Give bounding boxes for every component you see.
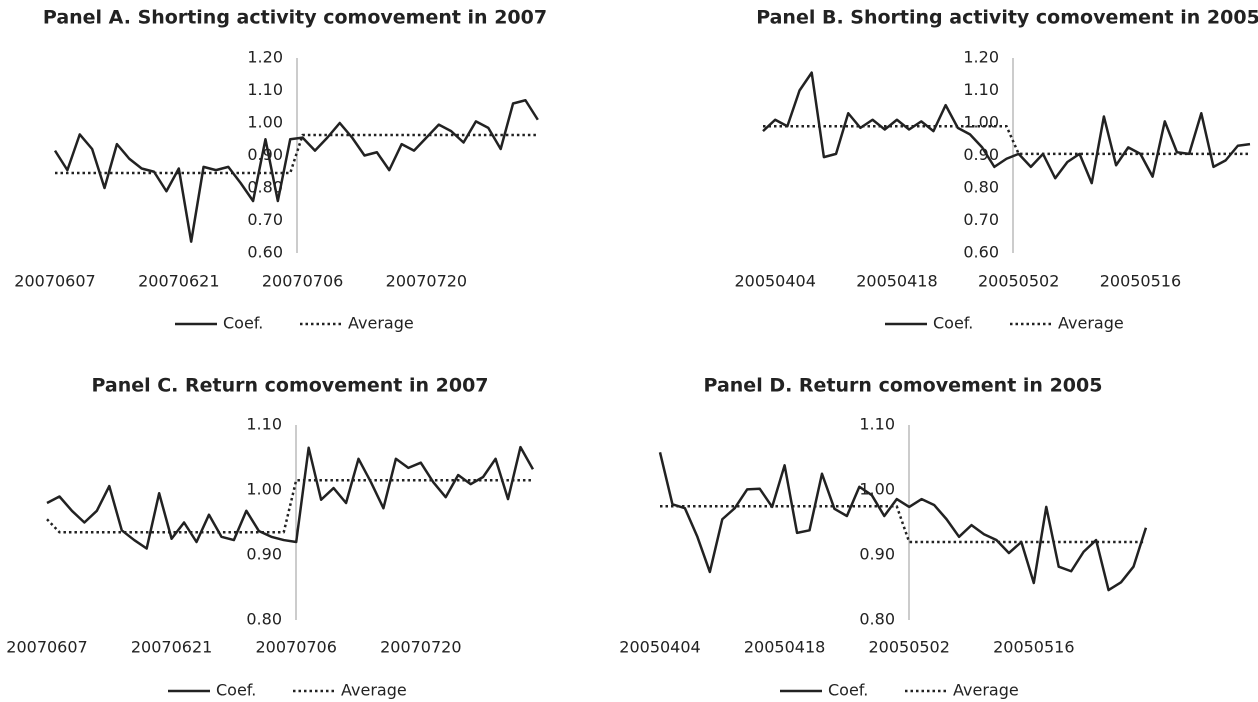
x-tick-label: 20070607 <box>14 272 95 291</box>
y-tick-label: 0.80 <box>246 610 282 629</box>
y-tick-label: 1.20 <box>963 48 999 67</box>
x-tick-label: 20070621 <box>131 638 212 657</box>
x-tick-label: 20050502 <box>868 638 949 657</box>
x-tick-label: 20050418 <box>856 272 937 291</box>
legend-label: Average <box>341 681 407 700</box>
x-tick-label: 20070706 <box>255 638 336 657</box>
series-line <box>658 452 1148 592</box>
chart-title: Panel A. Shorting activity comovement in… <box>43 7 547 29</box>
x-tick-label: 20070706 <box>262 272 343 291</box>
x-tick-label: 20070621 <box>138 272 219 291</box>
series-line <box>46 445 535 550</box>
legend-label: Average <box>348 314 414 333</box>
x-tick-label: 20070607 <box>6 638 87 657</box>
chart-panel: Panel C. Return comovement in 2007 0.80 0.… <box>6 375 535 700</box>
series-line <box>762 71 1251 185</box>
y-tick-label: 0.90 <box>247 145 283 164</box>
series-line <box>55 133 538 175</box>
x-tick-label: 20050516 <box>1100 272 1181 291</box>
legend-label: Coef. <box>216 681 256 700</box>
x-tick-label: 20050418 <box>744 638 825 657</box>
y-tick-label: 0.80 <box>859 610 895 629</box>
y-tick-label: 1.20 <box>247 48 283 67</box>
legend-label: Coef. <box>223 314 263 333</box>
y-tick-label: 0.60 <box>247 243 283 262</box>
y-tick-label: 1.10 <box>963 80 999 99</box>
chart-panel: Panel D. Return comovement in 2005 0.80 0.… <box>619 375 1148 700</box>
y-tick-label: 0.70 <box>247 210 283 229</box>
chart-title: Panel C. Return comovement in 2007 <box>91 375 488 397</box>
y-tick-label: 0.80 <box>247 178 283 197</box>
y-tick-label: 1.00 <box>963 113 999 132</box>
series-line <box>763 125 1250 156</box>
y-tick-label: 1.00 <box>247 113 283 132</box>
x-tick-label: 20050404 <box>734 272 815 291</box>
y-tick-label: 0.90 <box>859 545 895 564</box>
y-tick-label: 1.00 <box>246 480 282 499</box>
legend-label: Average <box>953 681 1019 700</box>
series-line <box>53 99 539 243</box>
y-tick-label: 0.80 <box>963 178 999 197</box>
legend-label: Coef. <box>828 681 868 700</box>
legend-label: Average <box>1058 314 1124 333</box>
chart-panel: Panel B. Shorting activity comovement in… <box>734 7 1258 333</box>
y-tick-label: 1.10 <box>247 80 283 99</box>
y-tick-label: 0.60 <box>963 243 999 262</box>
x-tick-label: 20050516 <box>993 638 1074 657</box>
x-tick-label: 20070720 <box>380 638 461 657</box>
y-tick-label: 0.90 <box>246 545 282 564</box>
chart-title: Panel B. Shorting activity comovement in… <box>756 7 1258 29</box>
legend-label: Coef. <box>933 314 973 333</box>
series-line <box>660 505 1146 544</box>
y-tick-label: 1.10 <box>246 415 282 434</box>
x-tick-label: 20050502 <box>978 272 1059 291</box>
series-line <box>46 479 533 534</box>
y-tick-label: 0.70 <box>963 210 999 229</box>
x-tick-label: 20070720 <box>386 272 467 291</box>
x-tick-label: 20050404 <box>619 638 700 657</box>
chart-panel: Panel A. Shorting activity comovement in… <box>14 7 547 333</box>
y-tick-label: 1.10 <box>859 415 895 434</box>
chart-title: Panel D. Return comovement in 2005 <box>704 375 1103 397</box>
